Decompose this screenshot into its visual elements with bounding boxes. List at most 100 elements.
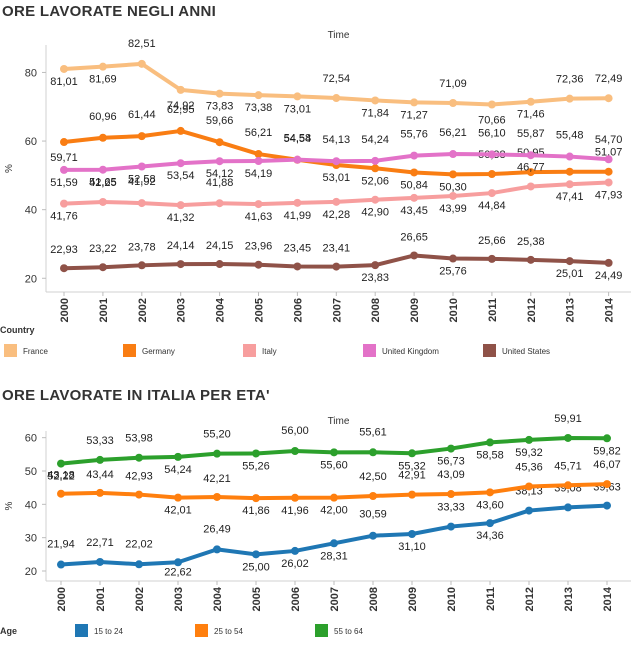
data-label-25-to-54: 43,09	[437, 469, 465, 481]
data-label-united-kingdom: 54,13	[323, 134, 351, 146]
data-point-italy	[293, 198, 302, 207]
legend-swatch-united-states	[483, 344, 496, 357]
data-point-germany	[215, 138, 224, 147]
data-label-united-states: 23,78	[128, 241, 156, 253]
data-label-united-states: 24,15	[206, 240, 234, 252]
data-point-25-to-54	[174, 493, 182, 502]
data-label-55-to-64: 53,33	[86, 435, 114, 447]
data-point-germany	[176, 126, 185, 135]
data-label-15-to-24: 28,31	[320, 550, 348, 562]
data-point-france	[526, 97, 535, 106]
data-label-united-kingdom: 55,48	[556, 130, 584, 142]
data-point-55-to-64	[525, 435, 533, 444]
data-label-united-states: 23,22	[89, 243, 117, 255]
data-label-united-states: 24,14	[167, 240, 195, 252]
data-point-25-to-54	[486, 488, 494, 497]
y-tick-label: 20	[25, 273, 37, 285]
data-label-25-to-54: 42,93	[125, 471, 153, 483]
data-label-united-kingdom: 51,59	[50, 177, 78, 189]
chart2-svg: Time 20 30 40 50 60% 2000 2001 2002 2003 2004 2005 2…	[0, 413, 631, 637]
data-label-germany: 50,30	[439, 181, 467, 193]
data-point-55-to-64	[291, 447, 299, 455]
data-label-25-to-54: 43,44	[86, 469, 114, 481]
data-point-united-kingdom	[254, 156, 263, 165]
x-tick-label-2014: 2014	[604, 297, 616, 322]
x-tick-label-2004: 2004	[215, 297, 227, 322]
data-label-united-states: 25,38	[517, 236, 545, 248]
x-tick-label-2012: 2012	[526, 298, 538, 322]
data-point-germany	[565, 167, 574, 176]
data-label-united-kingdom: 56,21	[439, 127, 467, 139]
data-label-france: 82,51	[128, 38, 156, 50]
data-label-united-kingdom: 53,54	[167, 170, 195, 182]
data-point-germany	[137, 132, 146, 141]
y-tick-label: 80	[25, 67, 37, 79]
data-point-15-to-24	[291, 546, 299, 555]
legend-label-germany: Germany	[142, 347, 175, 356]
data-point-france	[215, 89, 224, 98]
data-label-25-to-54: 41,86	[242, 505, 270, 517]
data-label-25-to-54: 46,07	[593, 459, 621, 471]
data-label-55-to-64: 55,61	[359, 426, 387, 438]
data-point-united-states	[176, 260, 185, 269]
data-point-55-to-64	[564, 433, 572, 442]
data-point-55-to-64	[330, 448, 338, 457]
data-label-germany: 59,71	[50, 152, 78, 164]
data-point-united-kingdom	[137, 162, 146, 171]
data-point-united-states	[137, 261, 146, 270]
data-label-15-to-24: 22,71	[86, 537, 114, 549]
data-point-united-kingdom	[176, 159, 185, 168]
data-label-15-to-24: 25,00	[242, 561, 270, 573]
data-label-italy: 41,99	[284, 210, 312, 222]
legend-label-25-to-54: 25 to 54	[214, 627, 243, 636]
data-label-france: 70,66	[478, 114, 506, 126]
data-label-55-to-64: 52,22	[47, 471, 75, 483]
data-label-italy: 42,90	[361, 207, 389, 219]
data-label-germany: 53,01	[323, 172, 351, 184]
y-tick-label: 40	[25, 499, 37, 511]
x-tick-label-2007: 2007	[331, 298, 343, 322]
data-point-italy	[565, 180, 574, 189]
data-label-italy: 43,99	[439, 203, 467, 215]
data-label-italy: 46,77	[517, 161, 545, 173]
data-label-united-kingdom: 56,10	[478, 127, 506, 139]
data-label-15-to-24: 34,36	[476, 530, 504, 542]
data-label-15-to-24: 22,02	[125, 538, 153, 550]
data-point-55-to-64	[135, 453, 143, 462]
x-tick-label-2005: 2005	[254, 298, 266, 322]
x-tick-label-2010: 2010	[448, 298, 460, 322]
data-point-25-to-54	[96, 488, 104, 497]
data-point-united-states	[449, 254, 457, 263]
data-label-55-to-64: 58,58	[476, 449, 504, 461]
data-point-united-states	[254, 260, 263, 269]
data-point-italy	[98, 197, 107, 206]
data-point-15-to-24	[369, 531, 377, 540]
data-point-france	[410, 98, 419, 107]
x-tick-label-2003: 2003	[173, 587, 185, 611]
data-label-france: 72,54	[323, 73, 351, 85]
legend-label-united-states: United States	[502, 347, 550, 356]
data-label-55-to-64: 55,32	[398, 460, 426, 472]
data-point-germany	[410, 168, 419, 177]
data-label-france: 72,36	[556, 74, 584, 86]
legend-swatch-united-kingdom	[363, 344, 376, 357]
data-label-united-states: 24,49	[595, 270, 623, 282]
data-label-france: 81,01	[50, 76, 78, 88]
data-label-france: 73,83	[206, 101, 234, 113]
data-point-united-kingdom	[60, 165, 68, 174]
data-label-united-states: 26,65	[400, 231, 428, 243]
data-label-united-states: 23,83	[361, 272, 389, 284]
legend-title: Country	[0, 325, 35, 335]
data-point-15-to-24	[447, 522, 455, 531]
data-label-germany: 61,44	[128, 109, 156, 121]
data-point-france	[98, 62, 107, 71]
data-point-germany	[60, 138, 68, 147]
data-label-italy: 41,63	[245, 211, 273, 223]
data-point-france	[332, 94, 341, 103]
y-axis-label: %	[4, 501, 15, 510]
data-point-15-to-24	[525, 506, 533, 515]
data-point-united-states	[98, 263, 107, 272]
data-point-italy	[137, 199, 146, 208]
x-tick-label-2010: 2010	[446, 587, 458, 611]
x-tick-label-2002: 2002	[134, 587, 146, 611]
